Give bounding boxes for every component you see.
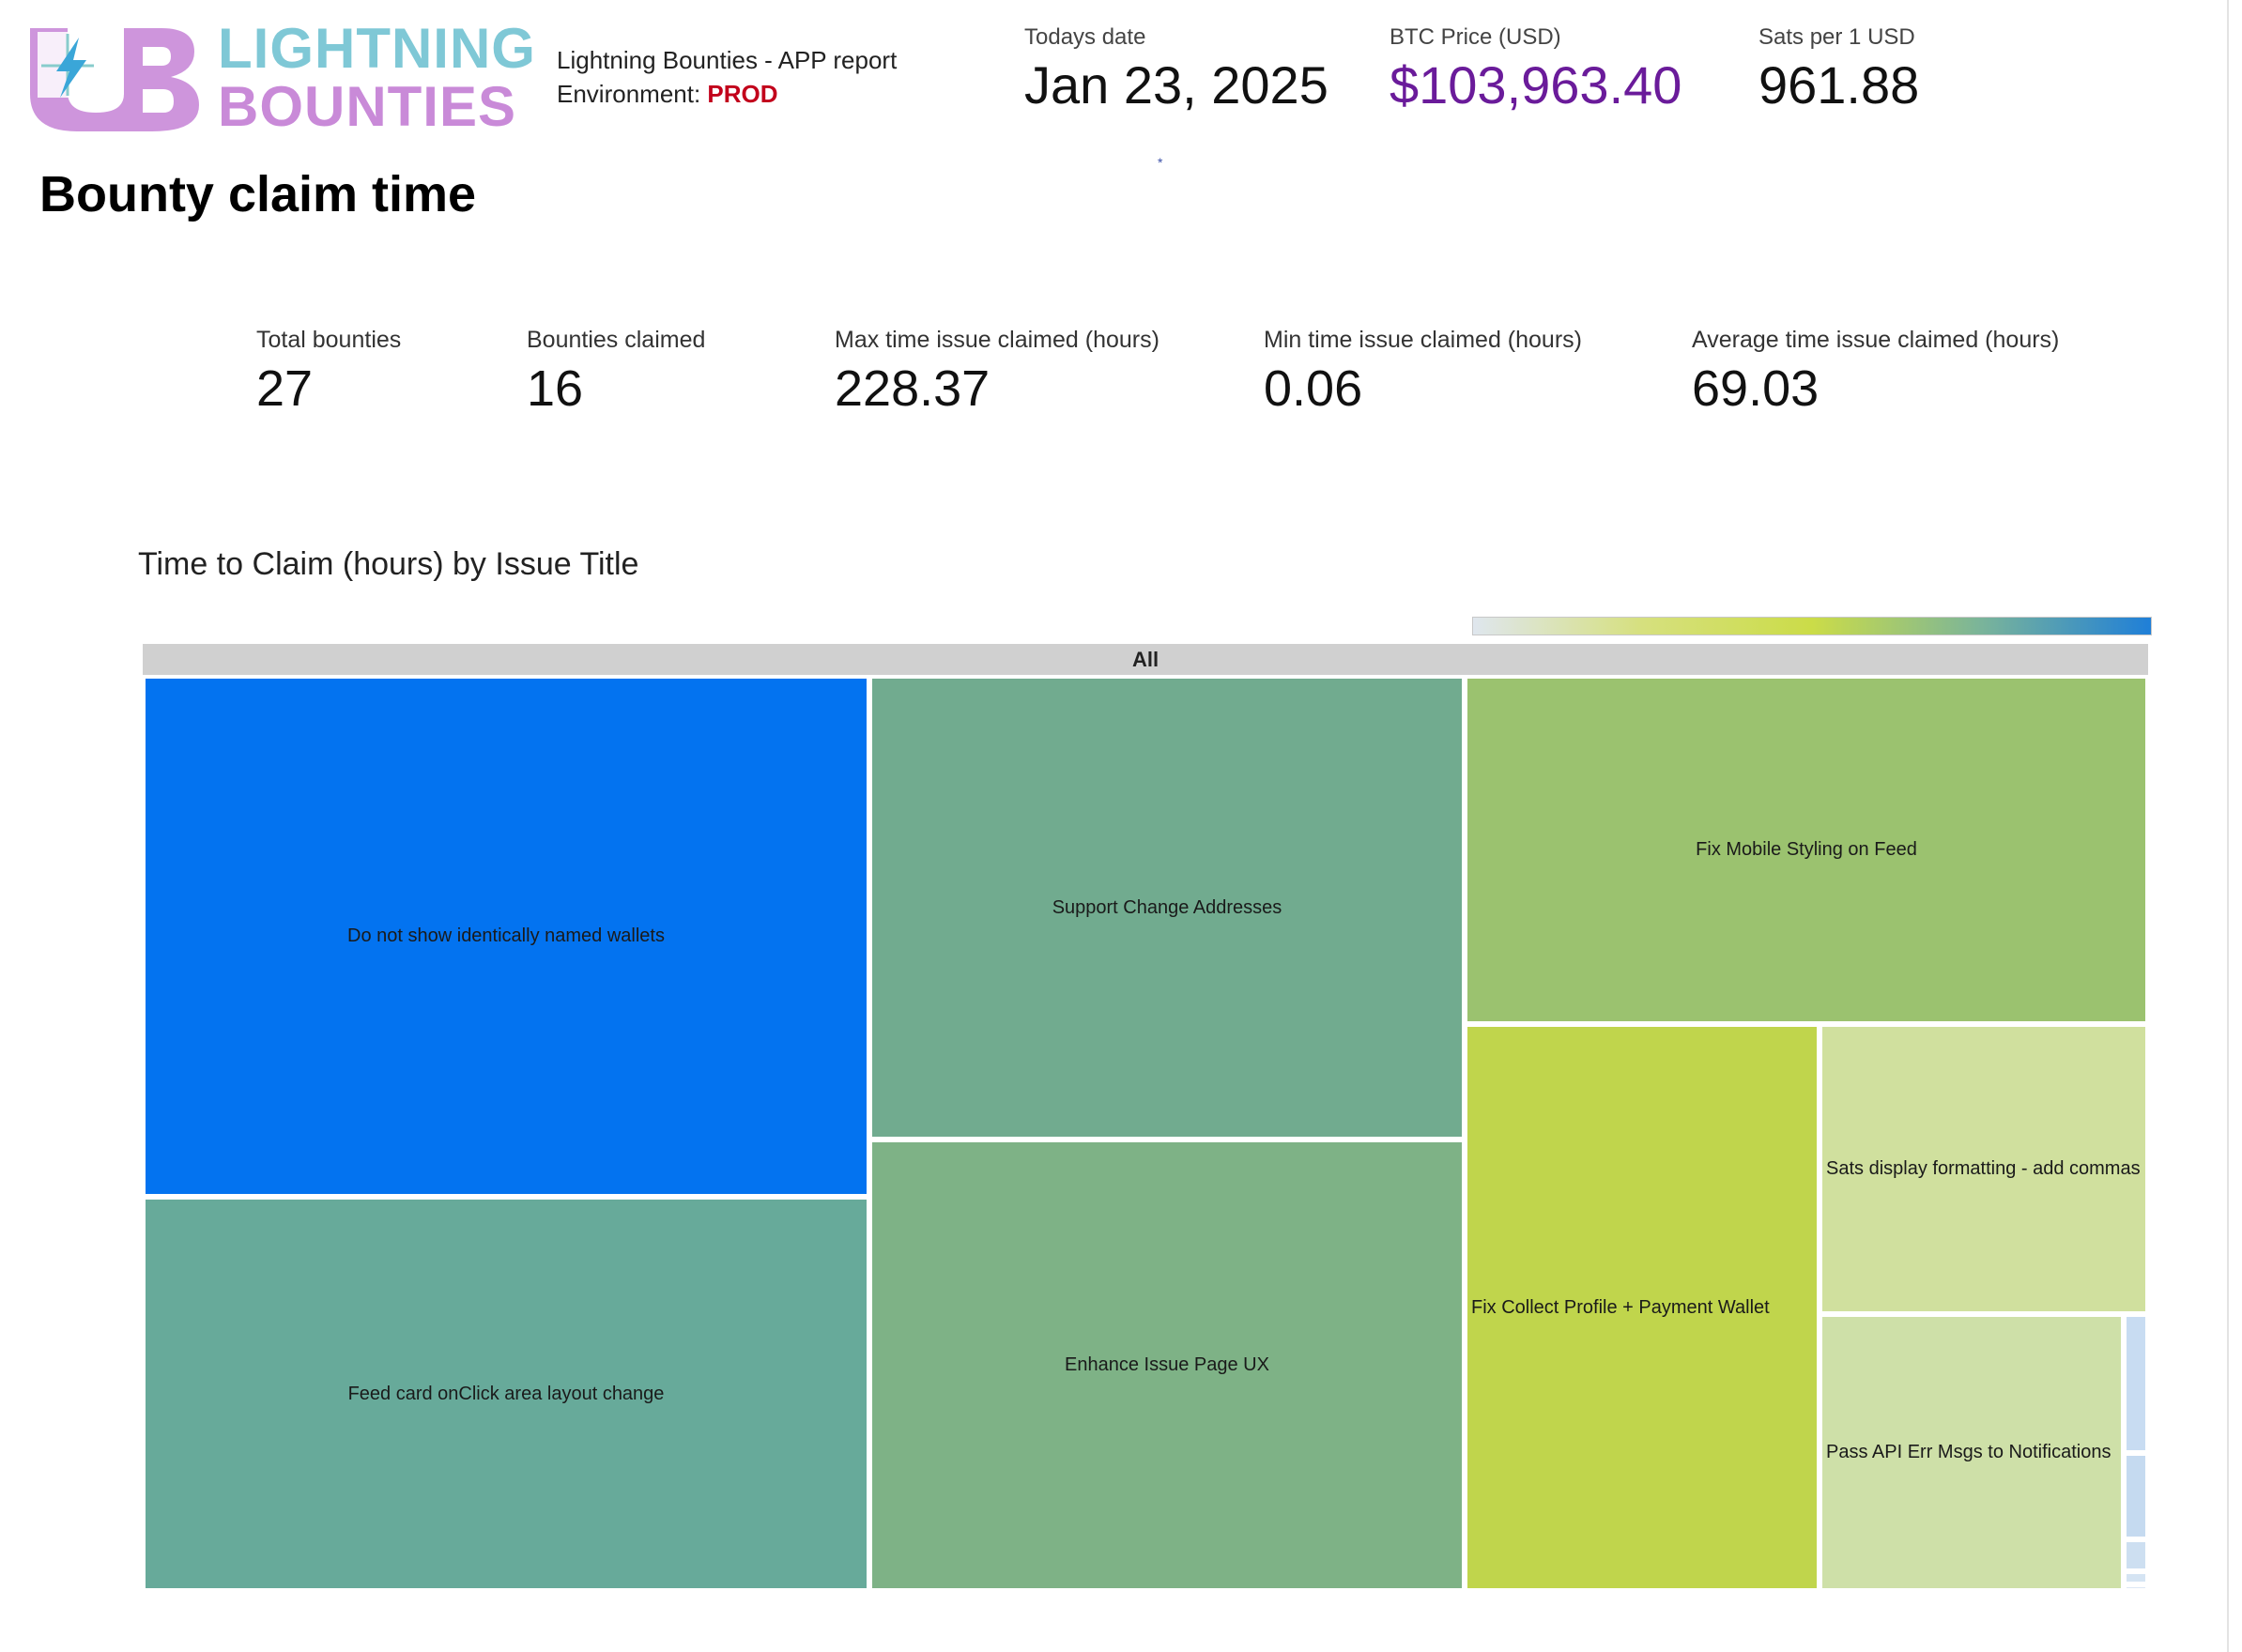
stat-value: 27 [256,360,314,417]
treemap-cell[interactable]: Feed card onClick area layout change [143,1197,869,1591]
stat-average-time: Average time issue claimed (hours) 69.03 [1692,327,2059,418]
lightning-bolt-icon [30,28,199,131]
treemap-cell[interactable]: Do not show identically named wallets [143,676,869,1197]
treemap-cell-label: Do not show identically named wallets [347,925,665,946]
treemap-cell[interactable] [2124,1453,2148,1539]
logo-text-line2: BOUNTIES [218,75,517,138]
stat-min-time: Min time issue claimed (hours) 0.06 [1264,327,1582,418]
lightning-bounties-logo: LIGHTNING BOUNTIES [21,19,535,145]
page-edge-divider [2227,0,2229,1652]
kpi-sats-per-usd: Sats per 1 USD 961.88 [1758,24,1919,115]
treemap-cell-label: Feed card onClick area layout change [347,1383,665,1404]
stat-bounties-claimed: Bounties claimed 16 [527,327,705,418]
kpi-label: BTC Price (USD) [1390,24,1561,50]
treemap-cell[interactable]: Fix Mobile Styling on Feed [1465,676,2148,1024]
stat-label: Average time issue claimed (hours) [1692,327,2060,353]
treemap-cell[interactable]: Sats display formatting - add commas [1820,1024,2148,1314]
kpi-value: 961.88 [1758,55,1920,115]
stat-label: Max time issue claimed (hours) [835,327,1159,353]
kpi-value: $103,963.40 [1390,55,1682,115]
kpi-label: Sats per 1 USD [1758,24,1915,50]
stat-value: 16 [527,360,584,417]
treemap-cell[interactable] [2124,1571,2148,1584]
chart-title: Time to Claim (hours) by Issue Title [138,546,639,582]
report-info: Lightning Bounties - APP report Environm… [557,43,897,111]
treemap-cell[interactable]: Fix Collect Profile + Payment Wallet [1465,1024,1820,1591]
treemap-color-scale [1472,617,2152,635]
treemap-cell[interactable]: Support Change Addresses [869,676,1465,1140]
stat-value: 228.37 [835,360,990,417]
stat-value: 0.06 [1264,360,1363,417]
treemap-cell-label: Fix Collect Profile + Payment Wallet [1471,1296,1770,1318]
page-title: Bounty claim time [39,166,477,222]
treemap-cell[interactable] [2124,1584,2148,1591]
stat-label: Min time issue claimed (hours) [1264,327,1582,353]
kpi-btc-price: BTC Price (USD) $103,963.40 [1390,24,1682,115]
kpi-value: Jan 23, 2025 [1024,55,1328,115]
treemap-cell[interactable] [2124,1539,2148,1571]
treemap-cell[interactable]: Enhance Issue Page UX [869,1140,1465,1591]
environment-row: Environment: PROD [557,77,897,111]
treemap-cell[interactable]: Pass API Err Msgs to Notifications [1820,1314,2124,1591]
kpi-todays-date: Todays date Jan 23, 2025 [1024,24,1328,115]
stat-max-time: Max time issue claimed (hours) 228.37 [835,327,1159,418]
treemap-cell-label: Fix Mobile Styling on Feed [1696,839,1917,860]
logo-text-line1: LIGHTNING [218,17,536,80]
treemap-cell-label: Sats display formatting - add commas [1826,1158,2141,1179]
treemap-cell-label: Support Change Addresses [1052,896,1282,918]
marker-glyph: * [1158,155,1163,170]
environment-value: PROD [707,80,778,108]
stat-label: Bounties claimed [527,327,706,353]
environment-label: Environment: [557,80,701,108]
treemap-root-header[interactable]: All [143,644,2148,675]
stat-label: Total bounties [256,327,402,353]
kpi-label: Todays date [1024,24,1146,50]
report-title: Lightning Bounties - APP report [557,46,898,74]
treemap-cell-label: Enhance Issue Page UX [1065,1354,1269,1375]
stat-total-bounties: Total bounties 27 [256,327,401,418]
stat-value: 69.03 [1692,360,1820,417]
treemap-cell-label: Pass API Err Msgs to Notifications [1826,1442,2111,1462]
treemap-cell[interactable] [2124,1314,2148,1453]
